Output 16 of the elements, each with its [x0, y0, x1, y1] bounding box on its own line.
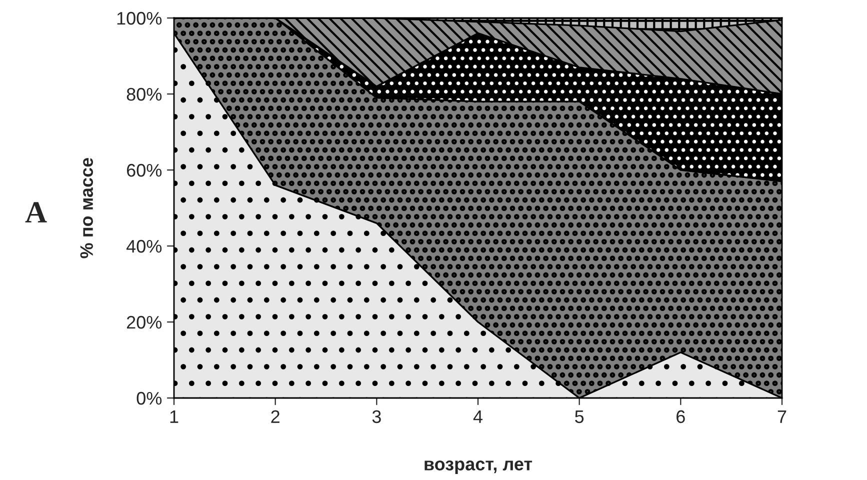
x-tick-label: 3	[372, 410, 381, 424]
y-tick-label: 80%	[126, 88, 162, 101]
y-tick-label: 0%	[136, 392, 162, 405]
y-tick-label: 60%	[126, 164, 162, 177]
x-tick-label: 2	[271, 410, 280, 423]
y-tick-label: 40%	[126, 240, 162, 253]
y-tick-label: 100%	[117, 12, 162, 25]
x-tick-label: 4	[473, 410, 482, 423]
x-tick-label: 1	[170, 410, 178, 423]
y-tick-label: 20%	[126, 316, 162, 329]
x-tick-label: 7	[778, 410, 786, 423]
x-tick-label: 5	[575, 410, 584, 424]
y-axis-title: % по массе	[80, 158, 94, 258]
x-tick-label: 6	[676, 410, 685, 424]
text: A	[25, 202, 47, 222]
x-axis-title: возраст, лет	[424, 460, 532, 474]
